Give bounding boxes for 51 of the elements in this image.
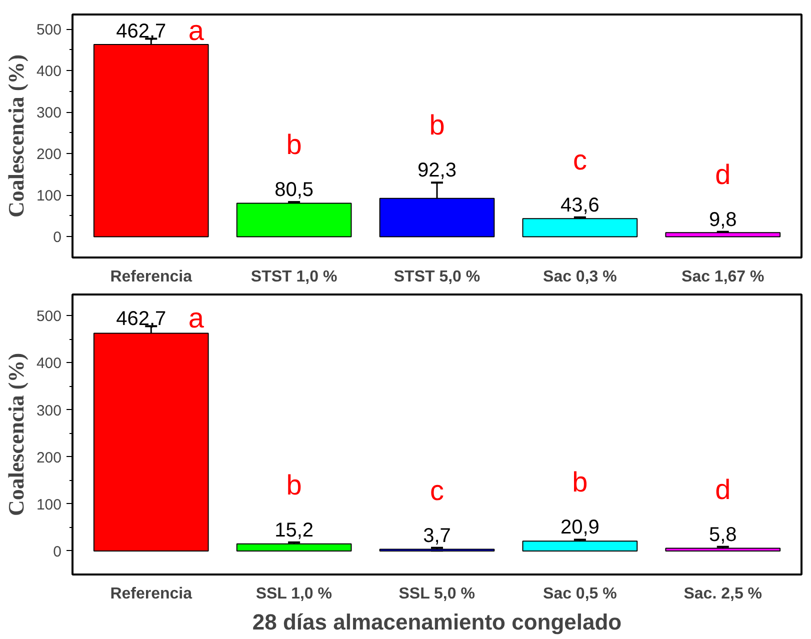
annotation: b [572,466,588,498]
bar [522,218,638,238]
annotation: c [572,144,587,176]
data-label: 15,2 [274,519,314,542]
annotation: b [286,469,302,500]
annotation: b [286,129,302,160]
y-axis-title: Coalescencia (%) [3,352,28,516]
y-axis-title: Coalescencia (%) [3,54,28,218]
data-label: 43,6 [560,194,600,216]
data-label: 80,5 [274,179,314,202]
data-label: 3,7 [423,524,451,547]
x-tick-label: Sac 0,3 % [543,268,617,286]
data-label: 92,3 [418,160,456,182]
x-tick-label: Sac 0,5 % [543,586,617,602]
x-axis-title: 28 días almacenamiento congelado [252,610,622,634]
data-label: 9,8 [708,208,737,231]
annotation: d [715,158,731,190]
x-tick-label: SSL 5,0 % [398,586,475,602]
x-tick-label: SSL 1,0 % [256,586,332,602]
y-tick-label: 500 [36,308,62,326]
x-tick-label: Sac 1,67 % [682,268,764,286]
x-tick-label: Referencia [110,586,192,602]
y-tick-label: 200 [36,449,62,466]
y-tick-label: 400 [36,63,62,80]
annotation: a [188,302,204,334]
y-tick-label: 300 [36,402,62,420]
y-tick-label: 100 [36,188,62,205]
data-label: 462,7 [116,20,166,43]
y-tick-label: 500 [36,22,62,39]
data-label: 462,7 [116,308,166,330]
x-tick-label: STST 5,0 % [394,268,480,286]
bar [665,232,781,238]
bar [665,548,781,552]
annotation: a [188,15,204,46]
x-tick-label: STST 1,0 % [250,268,338,286]
bar [236,543,352,552]
bar [236,202,352,238]
x-tick-label: Sac. 2,5 % [684,586,762,602]
y-tick-label: 0 [53,543,62,560]
y-tick-label: 400 [36,355,62,372]
data-label: 20,9 [560,516,600,539]
annotation: d [715,474,731,505]
y-tick-label: 0 [53,229,62,246]
data-label: 5,8 [708,524,737,546]
annotation: b [429,110,445,141]
bar [522,540,638,552]
x-tick-label: Referencia [110,268,192,286]
y-tick-label: 200 [36,146,62,164]
y-tick-label: 100 [36,496,62,514]
y-tick-label: 300 [36,104,62,122]
annotation: c [430,474,444,506]
